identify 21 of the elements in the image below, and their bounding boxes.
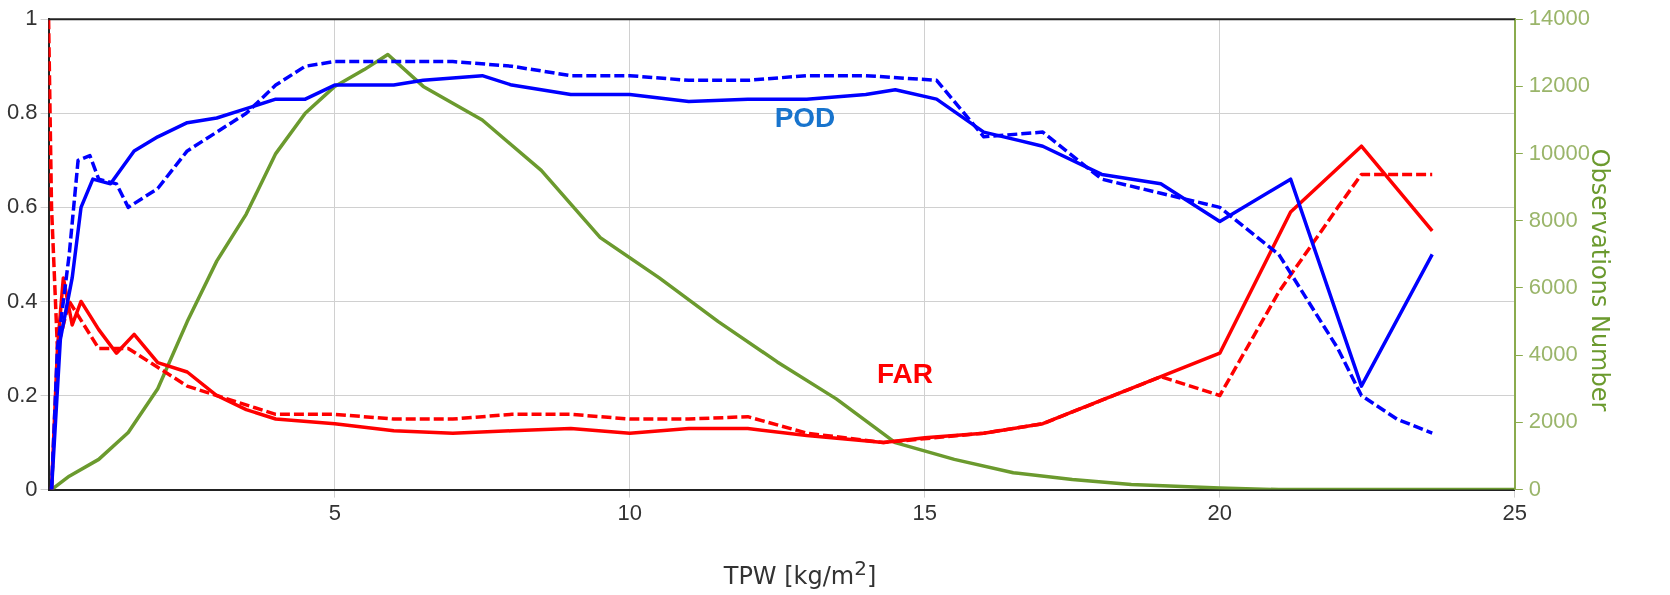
x-tick-label: 10 — [617, 499, 643, 525]
y-tick-label: 0.8 — [6, 99, 38, 125]
y-tick-label: 1 — [25, 5, 38, 31]
y2-tick-label: 12000 — [1528, 72, 1591, 98]
x-tick-label: 25 — [1502, 499, 1528, 525]
x-tick-label: 15 — [912, 499, 938, 525]
x-axis-title: TPW [kg/m$^{2}$] — [722, 556, 878, 590]
x-tick-label: 5 — [328, 499, 341, 525]
y2-tick-label: 0 — [1528, 475, 1542, 501]
annotation: POD — [774, 102, 836, 134]
y2-tick-label: 14000 — [1528, 5, 1591, 31]
y2-tick-label: 8000 — [1528, 206, 1578, 232]
y-tick-label: 0 — [25, 475, 38, 501]
x-tick-label: 20 — [1207, 499, 1233, 525]
y2-tick-label: 2000 — [1528, 408, 1578, 434]
y2-tick-label: 6000 — [1528, 274, 1578, 300]
y-tick-label: 0.6 — [6, 193, 38, 219]
y2-tick-label: 4000 — [1528, 341, 1578, 367]
annotation: FAR — [877, 358, 933, 390]
y-tick-label: 0.4 — [6, 287, 38, 313]
y-tick-label: 0.2 — [6, 381, 38, 407]
